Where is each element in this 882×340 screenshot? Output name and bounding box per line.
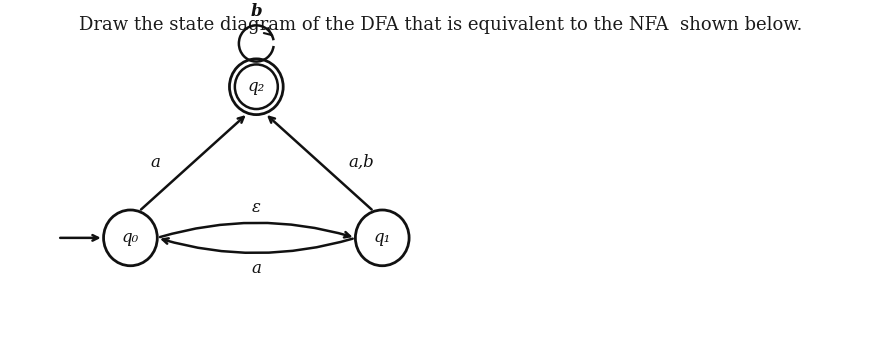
Text: q₀: q₀ bbox=[122, 230, 139, 246]
Ellipse shape bbox=[355, 210, 409, 266]
Text: ε: ε bbox=[252, 199, 261, 216]
Text: q₂: q₂ bbox=[248, 78, 265, 95]
Text: b: b bbox=[250, 3, 262, 20]
Text: a: a bbox=[251, 259, 261, 276]
Text: q₁: q₁ bbox=[374, 230, 391, 246]
Ellipse shape bbox=[103, 210, 157, 266]
Text: Draw the state diagram of the DFA that is equivalent to the NFA  shown below.: Draw the state diagram of the DFA that i… bbox=[79, 16, 803, 34]
Text: a,b: a,b bbox=[348, 154, 374, 171]
Ellipse shape bbox=[229, 59, 283, 115]
Text: a: a bbox=[151, 154, 161, 171]
